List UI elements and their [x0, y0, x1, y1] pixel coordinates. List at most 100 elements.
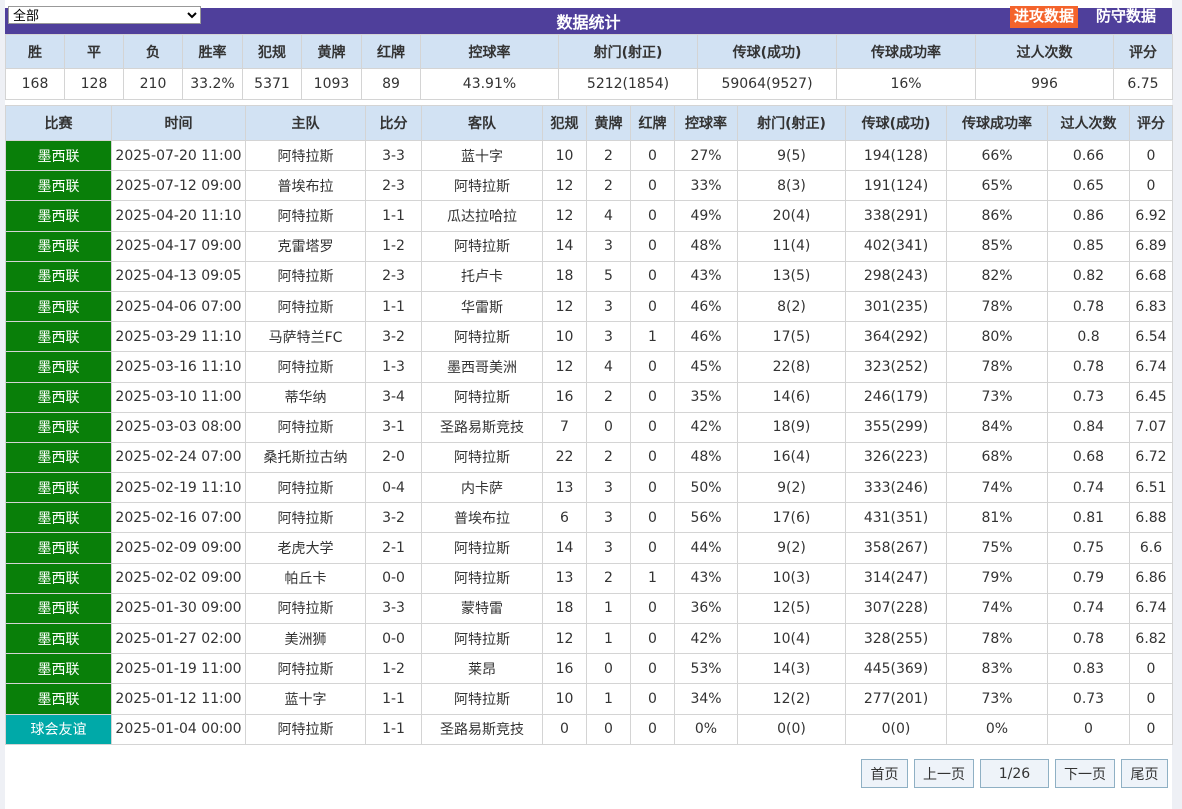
table-cell: 蒙特雷 [421, 592, 543, 625]
table-cell: 0.78 [1047, 290, 1130, 323]
table-cell: 6.74 [1129, 351, 1173, 383]
table-cell: 1-1 [365, 290, 422, 323]
table-cell: 35% [674, 381, 738, 413]
summary-value: 128 [64, 68, 124, 100]
table-cell: 3-3 [365, 139, 422, 172]
summary-header: 平 [64, 34, 124, 69]
table-cell: 2025-02-09 09:00 [111, 532, 246, 564]
table-cell: 0 [630, 441, 675, 474]
table-cell: 2025-07-12 09:00 [111, 170, 246, 202]
table-cell: 314(247) [845, 562, 947, 594]
table-cell: 20(4) [737, 200, 846, 232]
table-cell: 0 [630, 713, 675, 745]
matches-table: 比赛 时间 主队 比分 客队 犯规 黄牌 红牌 控球率 射门(射正) 传球(成功) 传球成功率 过人次数… [5, 105, 1173, 745]
table-cell: 78% [946, 622, 1048, 655]
table-cell: 2025-03-10 11:00 [111, 381, 246, 413]
table-cell: 301(235) [845, 290, 947, 323]
table-cell: 6.88 [1129, 502, 1173, 534]
competition-filter[interactable]: 全部 [8, 6, 201, 24]
table-cell: 0.74 [1047, 592, 1130, 625]
table-cell: 9(2) [737, 532, 846, 564]
table-cell: 2-0 [365, 441, 422, 474]
table-cell: 6.74 [1129, 592, 1173, 625]
table-cell: 36% [674, 592, 738, 625]
next-page-button[interactable]: 下一页 [1055, 759, 1115, 788]
table-row: 墨西联 2025-03-10 11:00 蒂华纳 3-4 阿特拉斯 16 2 0 35% 14(6… [5, 381, 1173, 413]
column-header: 客队 [421, 105, 543, 141]
summary-header: 传球成功率 [836, 34, 976, 69]
table-cell: 0(0) [737, 713, 846, 745]
table-cell: 1-1 [365, 713, 422, 745]
table-cell: 18(9) [737, 411, 846, 443]
tab-attack[interactable]: 进攻数据 [1010, 6, 1079, 28]
table-cell: 0-4 [365, 472, 422, 504]
tab-defense[interactable]: 防守数据 [1096, 7, 1157, 25]
table-cell: 0 [586, 653, 631, 685]
table-cell: 68% [946, 441, 1048, 474]
table-cell: 1 [586, 592, 631, 625]
table-cell: 34% [674, 683, 738, 715]
prev-page-button[interactable]: 上一页 [914, 759, 974, 788]
summary-value: 43.91% [420, 68, 559, 100]
column-header: 控球率 [674, 105, 738, 141]
page-indicator: 1/26 [980, 759, 1049, 788]
table-cell: 0 [630, 472, 675, 504]
table-cell: 364(292) [845, 321, 947, 353]
competition-badge: 墨西联 [5, 230, 112, 262]
table-cell: 阿特拉斯 [421, 321, 543, 353]
table-cell: 11(4) [737, 230, 846, 262]
table-cell: 84% [946, 411, 1048, 443]
competition-badge: 墨西联 [5, 260, 112, 292]
table-cell: 402(341) [845, 230, 947, 262]
first-page-button[interactable]: 首页 [861, 759, 908, 788]
table-cell: 12 [542, 622, 587, 655]
table-cell: 8(2) [737, 290, 846, 323]
table-cell: 1-1 [365, 200, 422, 232]
table-cell: 阿特拉斯 [421, 441, 543, 474]
table-cell: 86% [946, 200, 1048, 232]
table-cell: 83% [946, 653, 1048, 685]
table-cell: 6.54 [1129, 321, 1173, 353]
table-row: 墨西联 2025-01-30 09:00 阿特拉斯 3-3 蒙特雷 18 1 0 36% 12(5… [5, 592, 1173, 625]
table-cell: 0.73 [1047, 683, 1130, 715]
column-header: 黄牌 [586, 105, 631, 141]
table-cell: 17(5) [737, 321, 846, 353]
table-row: 墨西联 2025-01-12 11:00 蓝十字 1-1 阿特拉斯 10 1 0 34% 12(2… [5, 683, 1173, 715]
table-cell: 6.45 [1129, 381, 1173, 413]
table-cell: 298(243) [845, 260, 947, 292]
table-cell: 0 [1129, 713, 1173, 745]
page-title: 数据统计 [556, 13, 621, 32]
table-cell: 0 [1129, 139, 1173, 172]
table-cell: 14 [542, 230, 587, 262]
competition-badge: 墨西联 [5, 622, 112, 655]
column-header: 时间 [111, 105, 246, 141]
column-header: 过人次数 [1047, 105, 1130, 141]
table-cell: 0(0) [845, 713, 947, 745]
table-cell: 1 [586, 683, 631, 715]
table-cell: 0.65 [1047, 170, 1130, 202]
table-cell: 42% [674, 411, 738, 443]
summary-table: 胜平负胜率 犯规 黄牌 红牌 控球率 射门(射正) 传球(成功) 传球成功率 过人次数 评分 168… [5, 34, 1173, 100]
table-cell: 瓜达拉哈拉 [421, 200, 543, 232]
summary-value: 59064(9527) [697, 68, 837, 100]
table-cell: 16 [542, 653, 587, 685]
table-cell: 323(252) [845, 351, 947, 383]
table-cell: 0 [630, 683, 675, 715]
summary-value: 16% [836, 68, 976, 100]
table-cell: 0 [630, 411, 675, 443]
table-cell: 8(3) [737, 170, 846, 202]
table-cell: 0 [630, 260, 675, 292]
last-page-button[interactable]: 尾页 [1121, 759, 1168, 788]
table-cell: 0.85 [1047, 230, 1130, 262]
table-row: 球会友谊 2025-01-04 00:00 阿特拉斯 1-1 圣路易斯竞技 0 0 0 0% 0(… [5, 713, 1173, 745]
competition-badge: 墨西联 [5, 532, 112, 564]
table-cell: 3 [586, 290, 631, 323]
table-cell: 0.82 [1047, 260, 1130, 292]
table-cell: 阿特拉斯 [421, 532, 543, 564]
competition-badge: 墨西联 [5, 502, 112, 534]
table-cell: 22 [542, 441, 587, 474]
table-cell: 蓝十字 [245, 683, 366, 715]
table-cell: 75% [946, 532, 1048, 564]
table-cell: 2025-03-29 11:10 [111, 321, 246, 353]
summary-value: 168 [5, 68, 65, 100]
